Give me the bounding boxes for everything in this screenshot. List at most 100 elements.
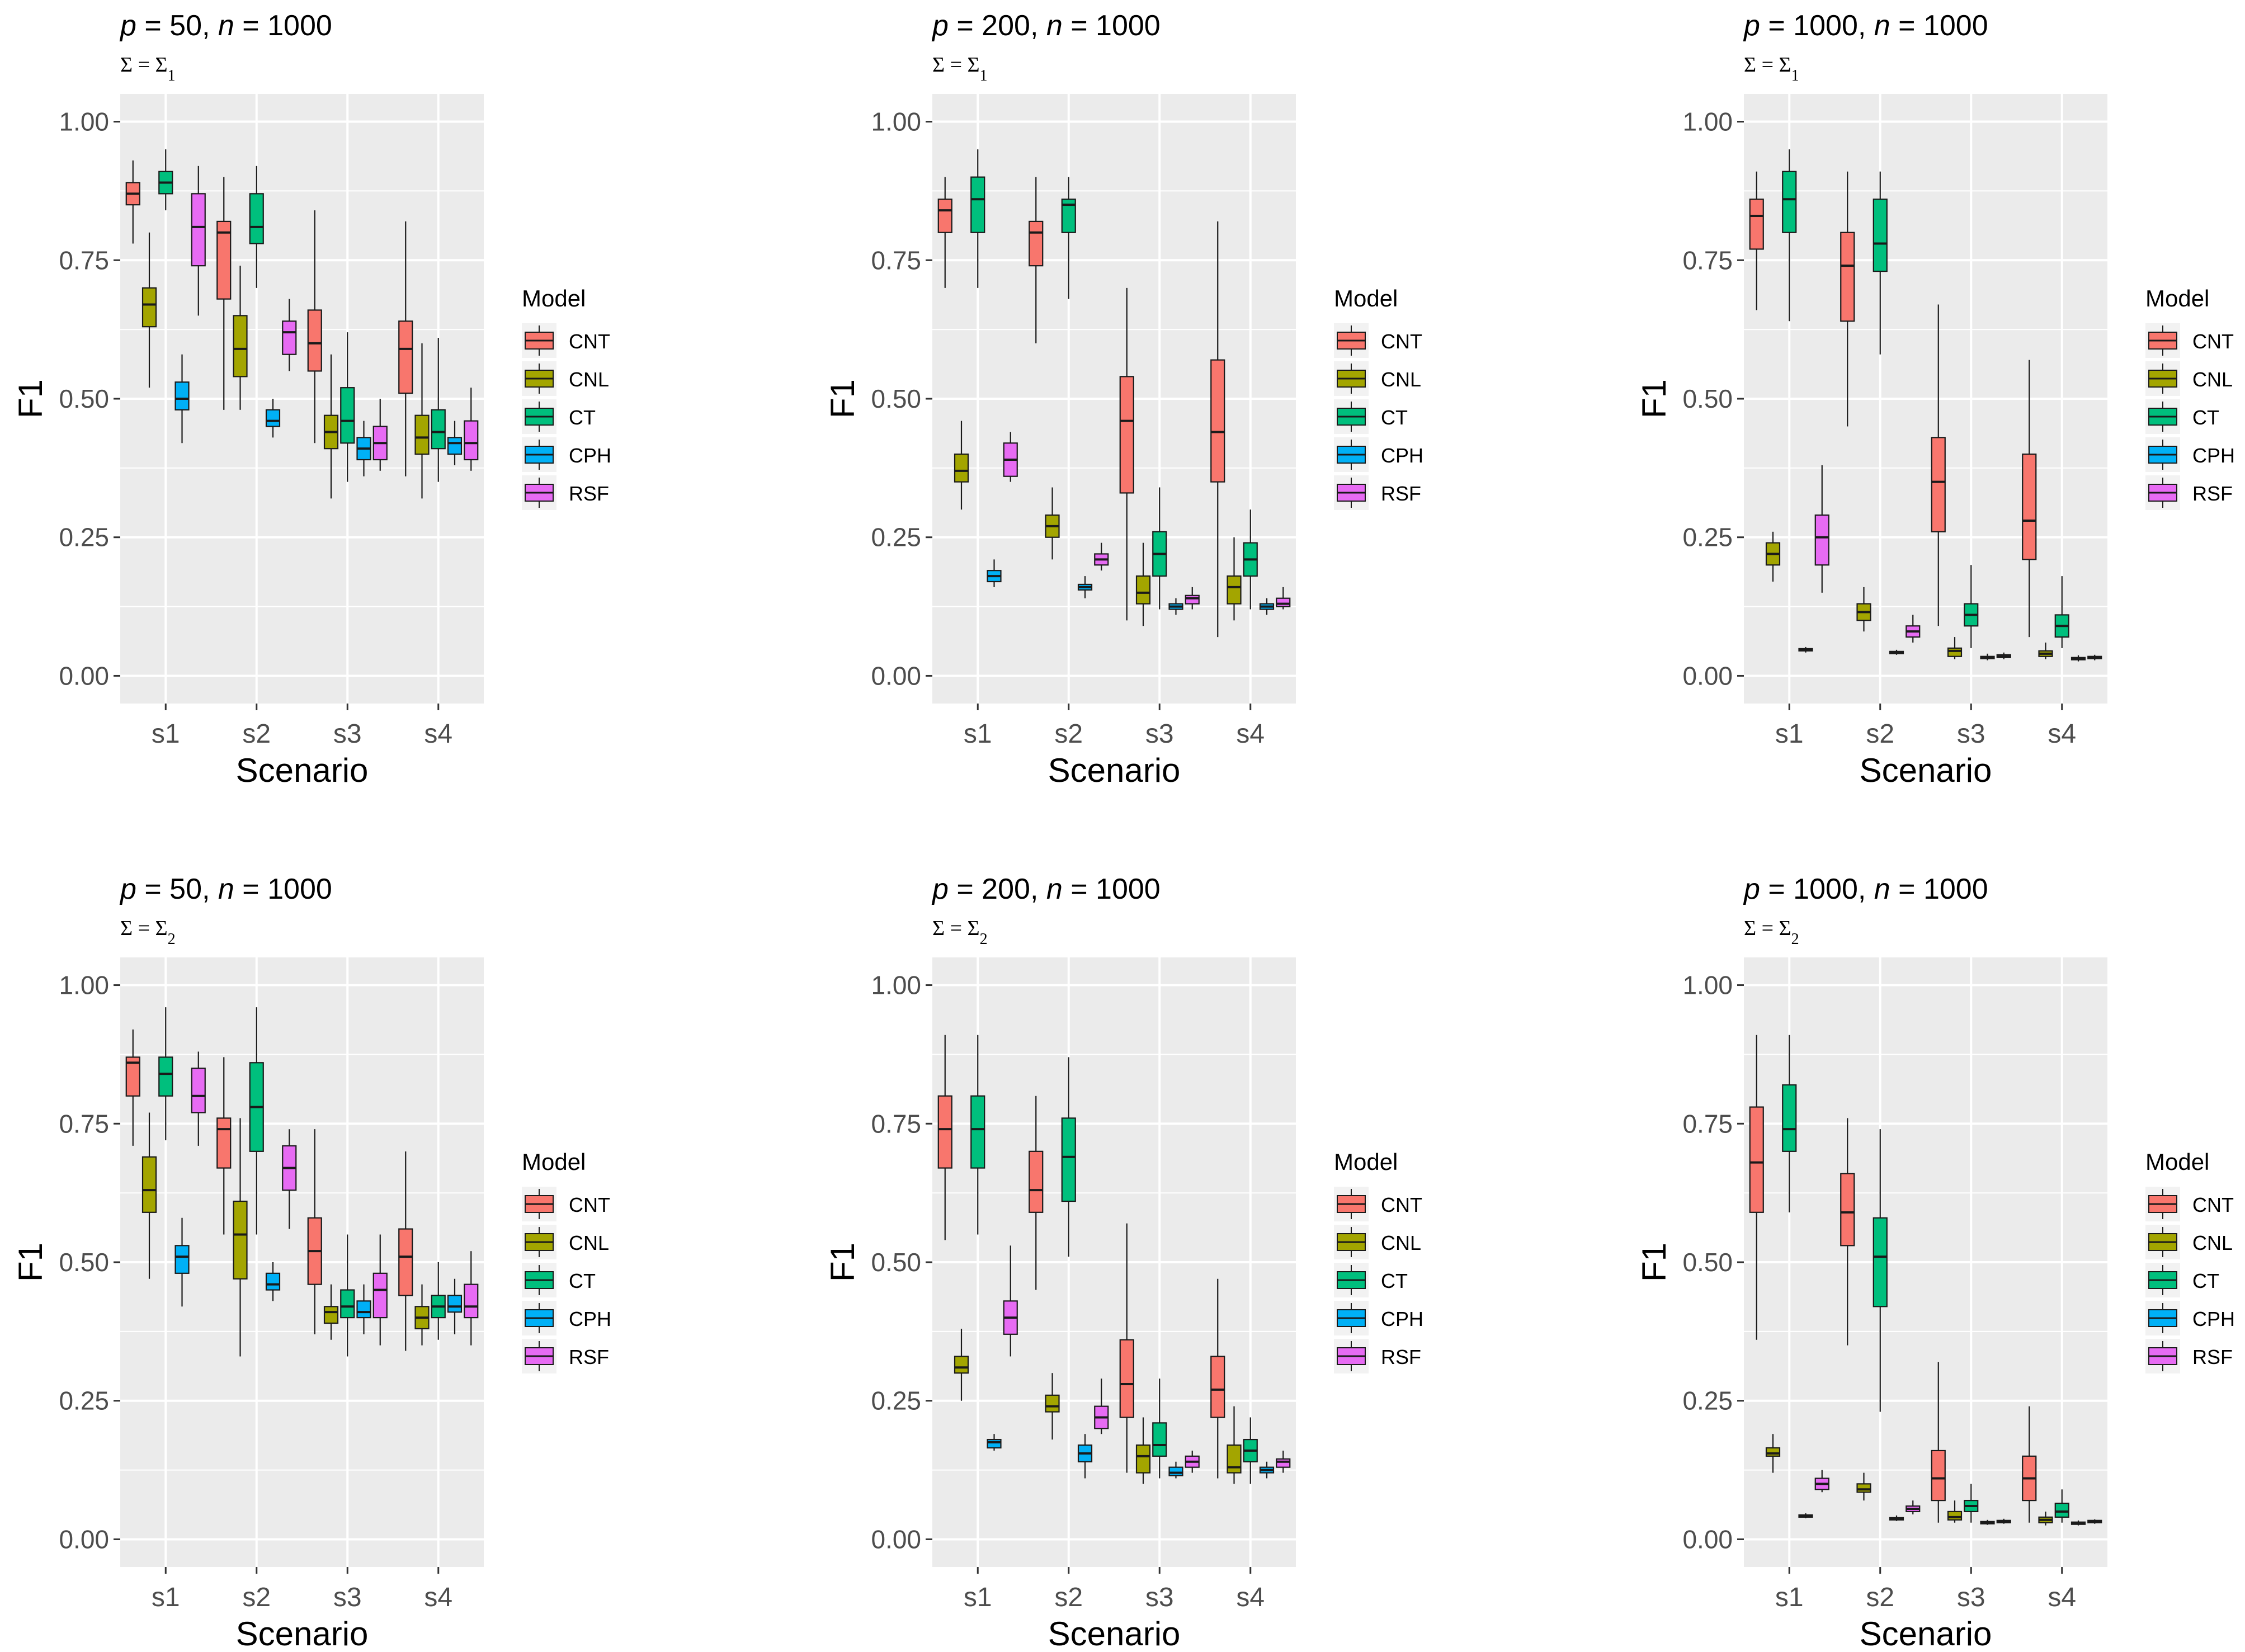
box-CNT-s4 xyxy=(398,221,413,476)
box-CPH-s1 xyxy=(1798,646,1813,653)
x-tick-label-s2: s2 xyxy=(1054,1583,1083,1612)
legend-label-RSF: RSF xyxy=(1381,1346,1421,1368)
y-tick-label: 0.75 xyxy=(59,1109,109,1138)
box-iqr xyxy=(447,437,463,455)
box-CPH-s4 xyxy=(447,421,463,465)
box-RSF-s1 xyxy=(1814,1470,1829,1493)
x-tick-label-s1: s1 xyxy=(1775,1583,1804,1612)
title-part-0: p xyxy=(119,873,136,905)
legend-label-RSF: RSF xyxy=(2192,1346,2233,1368)
title-part-2: n xyxy=(1874,873,1890,905)
legend-label-CPH: CPH xyxy=(569,1308,611,1330)
box-CNL-s4 xyxy=(2038,643,2053,659)
legend-label-CNL: CNL xyxy=(2192,368,2233,391)
x-tick-label-s1: s1 xyxy=(1775,719,1804,749)
subtitle-subscript: 2 xyxy=(980,931,988,948)
box-iqr xyxy=(1947,1511,1963,1521)
box-iqr xyxy=(1152,1422,1167,1457)
title-part-2: n xyxy=(1046,873,1063,905)
box-CT-s2 xyxy=(1061,1057,1076,1257)
x-tick-label-s3: s3 xyxy=(333,719,362,749)
x-tick-label-s3: s3 xyxy=(1145,1583,1174,1612)
legend-label-CT: CT xyxy=(1381,1269,1408,1292)
x-tick-label-s4: s4 xyxy=(424,719,452,749)
panel-6: p = 1000, n = 1000 Σ = Σ2 0.00 0.25 0.50 0.75… xyxy=(1635,873,2235,1652)
y-axis-title: F1 xyxy=(1635,1243,1673,1282)
box-CT-s3 xyxy=(1964,1484,1979,1523)
box-CNT-s1 xyxy=(1749,171,1764,310)
legend-title: Model xyxy=(2145,285,2209,311)
x-axis-title: Scenario xyxy=(1048,1615,1181,1652)
x-axis-title: Scenario xyxy=(1048,752,1181,789)
box-CPH-s1 xyxy=(987,1434,1002,1451)
box-iqr xyxy=(954,453,969,483)
box-CPH-s3 xyxy=(356,421,371,476)
subtitle-main: Σ = Σ xyxy=(120,53,168,77)
box-RSF-s2 xyxy=(1906,1500,1921,1514)
box-iqr xyxy=(233,1200,248,1280)
legend-label-CNT: CNT xyxy=(569,330,610,353)
box-RSF-s3 xyxy=(372,1234,388,1346)
box-CNL-s1 xyxy=(142,232,157,388)
box-CNT-s3 xyxy=(307,210,322,443)
legend-label-CNL: CNL xyxy=(569,368,609,391)
box-RSF-s4 xyxy=(1276,587,1291,610)
y-tick-label: 0.75 xyxy=(59,246,109,275)
subtitle-subscript: 2 xyxy=(168,931,176,948)
box-CPH-s4 xyxy=(1259,1461,1275,1479)
box-CPH-s4 xyxy=(2071,655,2086,662)
box-CT-s3 xyxy=(1152,1379,1167,1479)
y-tick-label: 0.50 xyxy=(59,1248,109,1277)
title-part-2: n xyxy=(218,873,234,905)
legend-label-CPH: CPH xyxy=(1381,1308,1423,1330)
x-tick-label-s3: s3 xyxy=(1957,1583,1985,1612)
y-tick-label: 1.00 xyxy=(871,107,921,136)
box-CT-s4 xyxy=(2054,576,2069,648)
panel-2: p = 200, n = 1000 Σ = Σ1 0.00 0.25 0.50 0.75 1… xyxy=(824,10,1423,789)
box-iqr xyxy=(1061,199,1076,233)
box-CNL-s1 xyxy=(1765,531,1781,582)
title-part-1: = 1000, xyxy=(1760,10,1874,42)
box-iqr xyxy=(158,1056,173,1097)
y-tick-label: 1.00 xyxy=(1682,971,1733,1000)
box-CT-s4 xyxy=(1243,1417,1258,1484)
box-CNL-s3 xyxy=(1135,542,1151,626)
box-CNT-s4 xyxy=(398,1151,413,1351)
box-CNL-s3 xyxy=(323,1284,339,1340)
legend: Model CNT CNL CT CPH RSF xyxy=(1334,1149,1423,1373)
title-part-0: p xyxy=(119,10,136,42)
x-tick-label-s1: s1 xyxy=(964,719,992,749)
legend-title: Model xyxy=(1334,285,1398,311)
box-CPH-s2 xyxy=(1077,1434,1093,1479)
box-RSF-s2 xyxy=(1094,542,1109,571)
box-iqr xyxy=(1931,437,1946,532)
box-CPH-s4 xyxy=(2071,1520,2086,1526)
subtitle-subscript: 2 xyxy=(1791,931,1799,948)
x-tick-label-s4: s4 xyxy=(2048,719,2076,749)
box-RSF-s4 xyxy=(2087,654,2102,660)
y-tick-label: 0.25 xyxy=(871,1386,921,1415)
box-iqr xyxy=(954,1356,969,1374)
subtitle-main: Σ = Σ xyxy=(1744,53,1791,77)
box-iqr xyxy=(249,193,264,244)
title-part-3: = 1000 xyxy=(1890,10,1988,42)
y-tick-label: 0.00 xyxy=(1682,1524,1733,1554)
box-CNT-s1 xyxy=(937,177,952,288)
box-RSF-s2 xyxy=(1906,615,1921,643)
title-part-1: = 1000, xyxy=(1760,873,1874,905)
box-iqr xyxy=(1814,514,1829,566)
panel-1: p = 50, n = 1000 Σ = Σ1 0.00 0.25 0.50 0.75 1.… xyxy=(12,10,611,789)
legend: Model CNT CNL CT CPH RSF xyxy=(522,285,611,510)
box-iqr xyxy=(191,1068,206,1113)
box-CNT-s4 xyxy=(1210,1278,1225,1479)
box-CPH-s4 xyxy=(1259,598,1275,615)
x-tick-label-s3: s3 xyxy=(1145,719,1174,749)
title-part-3: = 1000 xyxy=(1890,873,1988,905)
panel-subtitle: Σ = Σ1 xyxy=(120,53,176,84)
legend-label-CNT: CNT xyxy=(1381,330,1422,353)
box-iqr xyxy=(233,315,248,377)
legend-label-RSF: RSF xyxy=(569,482,609,505)
box-CNL-s3 xyxy=(1947,1500,1963,1523)
box-RSF-s3 xyxy=(1185,587,1200,610)
legend-label-CT: CT xyxy=(2192,406,2219,429)
